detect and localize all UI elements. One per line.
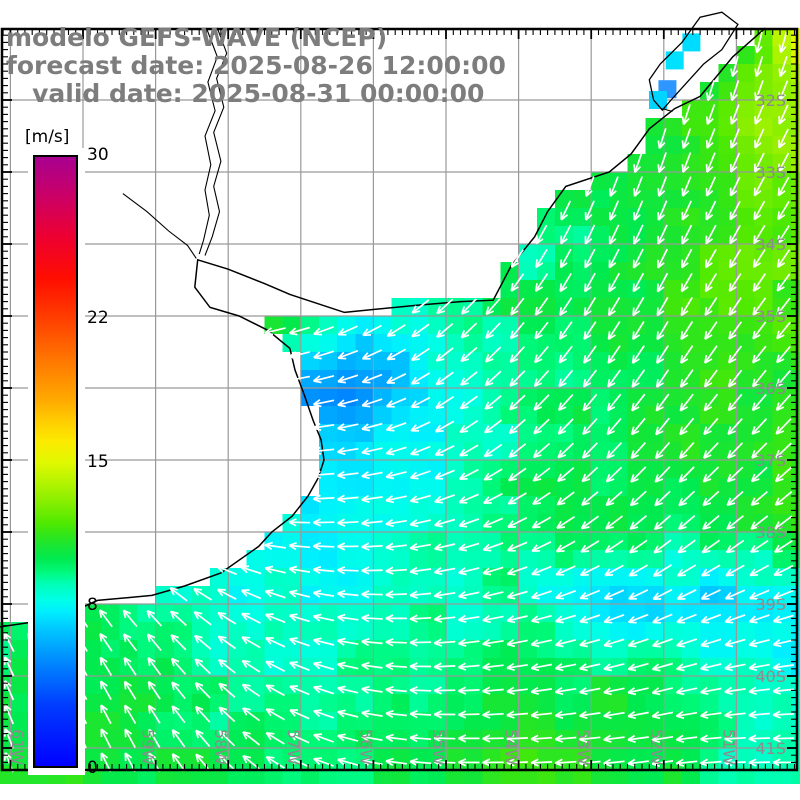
svg-text:33S: 33S (755, 163, 786, 182)
rivers (122, 27, 673, 259)
svg-text:37S: 37S (755, 451, 786, 470)
latitude-labels: 32S 33S 34S 35S 36S 37S 38S 39S 40S 41S (755, 91, 786, 758)
svg-text:35S: 35S (755, 307, 786, 326)
svg-text:40S: 40S (755, 667, 786, 686)
colorbar-tick-label: 15 (87, 452, 109, 472)
svg-text:55W: 55W (429, 729, 448, 765)
svg-text:51W: 51W (719, 729, 738, 765)
svg-text:58W: 58W (211, 729, 230, 765)
svg-text:57W: 57W (284, 729, 303, 765)
svg-text:52W: 52W (647, 729, 666, 765)
colorbar-unit-label: [m/s] (25, 127, 70, 147)
svg-text:32S: 32S (755, 91, 786, 110)
colorbar-tick-label: 30 (87, 145, 109, 165)
svg-text:59W: 59W (139, 729, 158, 765)
coastline (0, 27, 766, 628)
colorbar-tick-label: 0 (87, 758, 98, 778)
svg-text:34S: 34S (755, 235, 786, 254)
svg-text:41S: 41S (755, 739, 786, 758)
svg-text:53W: 53W (574, 729, 593, 765)
axis-ticks (2, 30, 796, 769)
svg-text:56W: 56W (356, 729, 375, 765)
svg-text:61W: 61W (8, 729, 27, 765)
svg-text:39S: 39S (755, 595, 786, 614)
colorbar-tick-label: 22 (87, 308, 109, 328)
svg-text:54W: 54W (502, 729, 521, 765)
map-frame (0, 27, 799, 772)
svg-text:38S: 38S (755, 523, 786, 542)
colorbar-gradient (33, 155, 78, 768)
svg-text:36S: 36S (755, 379, 786, 398)
lagoon (648, 11, 739, 112)
colorbar-tick-label: 8 (87, 595, 98, 615)
